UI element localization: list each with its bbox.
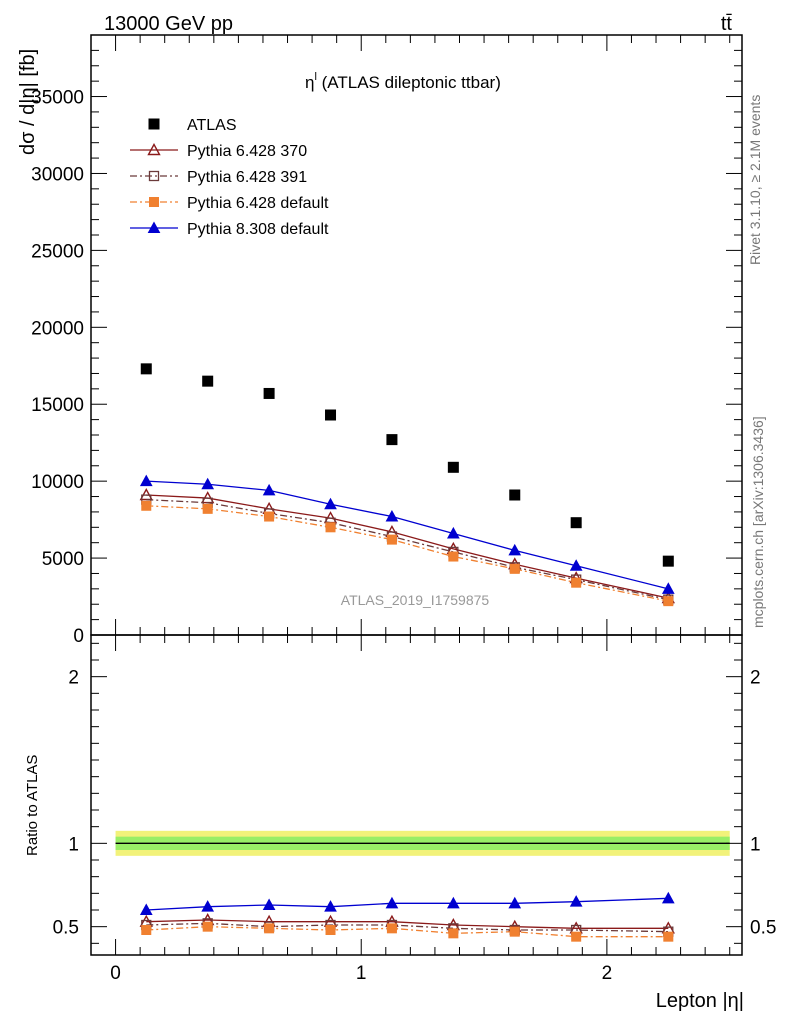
ratio-ytick-label-right: 0.5 — [750, 918, 776, 939]
main-series-group — [139, 363, 675, 607]
ratio-xtick-label: 2 — [602, 963, 613, 984]
watermark-label: ATLAS_2019_I1759875 — [341, 592, 490, 608]
ratio-xtick-label: 1 — [356, 963, 367, 984]
main-series-3-point — [325, 522, 336, 533]
ratio-series-3-line — [146, 897, 669, 911]
legend-marker-4 — [147, 221, 161, 233]
main-series-0-point — [386, 434, 398, 446]
ratio-xtick-label: 0 — [110, 963, 121, 984]
main-series-4-point — [508, 543, 522, 556]
header-right: tt̄ — [721, 13, 733, 35]
main-series-0-point — [509, 489, 521, 501]
legend-marker-1 — [147, 143, 161, 156]
ratio-series-3-point — [569, 895, 583, 907]
ratio-series-2-point — [571, 931, 582, 942]
main-series-0-point — [263, 387, 275, 399]
main-series-3-point — [202, 503, 213, 514]
main-series-4-point — [139, 474, 153, 487]
main-series-0-point — [447, 461, 459, 473]
main-ytick-label: 10000 — [31, 472, 84, 493]
ratio-ytick-label: 1 — [68, 834, 79, 855]
main-series-4-point — [447, 526, 460, 539]
main-series-0-point — [140, 363, 152, 375]
main-series-3-point — [448, 551, 459, 562]
main-series-2-line — [146, 498, 669, 601]
mcplots-label: mcplots.cern.ch [arXiv:1306.3436] — [750, 416, 766, 628]
main-ytick-label: 25000 — [31, 241, 84, 262]
main-axis-ticks: 0 5000 10000 15000 20000 25000 30000 35000 — [31, 34, 742, 647]
ratio-uncertainty-band — [115, 830, 730, 856]
ratio-series-group — [139, 891, 675, 942]
legend-label-2: Pythia 6.428 391 — [187, 169, 307, 186]
ratio-ylabel: Ratio to ATLAS — [24, 755, 41, 856]
main-series-4-line — [146, 480, 669, 590]
main-series-0-point — [202, 375, 214, 387]
main-series-0-point — [570, 517, 582, 529]
legend-label-0: ATLAS — [187, 117, 237, 134]
main-series-0-point — [325, 409, 337, 421]
ratio-series-0-line — [146, 919, 669, 929]
main-series-4-point — [569, 559, 583, 571]
ratio-series-2-point — [202, 921, 213, 932]
ratio-ytick-label-right: 2 — [750, 668, 761, 689]
ratio-series-3-point — [661, 891, 675, 904]
ratio-series-2-point — [448, 928, 459, 939]
x-axis-label: Lepton |η| — [656, 990, 744, 1012]
ratio-series-2-point — [663, 931, 674, 942]
ratio-panel: 0.5 0.5 1 1 2 2 0 1 2 Ratio to ATLAS Lepton |η| — [24, 634, 776, 1012]
ratio-series-3-point — [385, 896, 399, 909]
legend-marker-3 — [149, 197, 159, 207]
main-panel: 0 5000 10000 15000 20000 25000 30000 35000 dσ /… — [17, 34, 743, 647]
legend-marker-0 — [148, 118, 160, 130]
legend-label-3: Pythia 6.428 default — [187, 195, 329, 212]
main-title: ηl (ATLAS dileptonic ttbar) — [305, 71, 501, 92]
main-series-0-point — [662, 555, 674, 567]
main-ytick-label: 0 — [73, 626, 84, 647]
ratio-series-2-point — [386, 923, 397, 934]
main-series-3-point — [264, 511, 275, 522]
main-ytick-label: 20000 — [31, 318, 84, 339]
ratio-series-2-point — [325, 925, 336, 935]
ratio-ytick-label: 2 — [68, 668, 79, 689]
legend-label-4: Pythia 8.308 default — [187, 221, 329, 238]
main-series-3-point — [571, 577, 582, 588]
main-series-4-point — [262, 483, 276, 496]
main-series-3-point — [386, 534, 397, 545]
main-series-4-point — [661, 582, 675, 594]
ratio-series-3-point — [447, 896, 460, 909]
ratio-series-3-point — [262, 898, 276, 910]
main-ytick-label: 5000 — [42, 549, 84, 570]
main-series-4-point — [324, 497, 337, 510]
main-series-4-point — [201, 477, 215, 490]
ratio-series-2-point — [141, 925, 152, 935]
ratio-ytick-label: 0.5 — [53, 918, 79, 939]
main-ytick-label: 30000 — [31, 164, 84, 185]
main-ytick-label: 15000 — [31, 395, 84, 416]
main-series-3-point — [663, 596, 674, 607]
ratio-ytick-label-right: 1 — [750, 834, 761, 855]
ratio-axis-ticks: 0.5 0.5 1 1 2 2 0 1 2 — [53, 635, 776, 984]
ratio-series-3-point — [201, 900, 215, 912]
ratio-series-2-point — [264, 923, 275, 934]
legend: ATLAS Pythia 6.428 370 Pythia 6.428 391 Pyt… — [130, 117, 329, 238]
ratio-frame — [90, 634, 743, 956]
main-series-3-line — [146, 505, 669, 602]
main-series-3-point — [141, 500, 152, 511]
main-series-3-point — [509, 563, 520, 574]
main-ylabel: dσ / d|η| [fb] — [17, 49, 39, 155]
ratio-series-2-point — [509, 926, 520, 937]
rivet-label: Rivet 3.1.10, ≥ 2.1M events — [747, 95, 763, 265]
main-ytick-label: 35000 — [31, 88, 84, 109]
legend-marker-2 — [148, 170, 160, 182]
header-left: 13000 GeV pp — [104, 13, 233, 35]
ratio-series-3-point — [324, 900, 337, 912]
ratio-series-3-point — [508, 896, 522, 909]
legend-label-1: Pythia 6.428 370 — [187, 143, 307, 160]
ratio-series-3-point — [139, 903, 153, 915]
main-series-4-point — [385, 510, 399, 522]
